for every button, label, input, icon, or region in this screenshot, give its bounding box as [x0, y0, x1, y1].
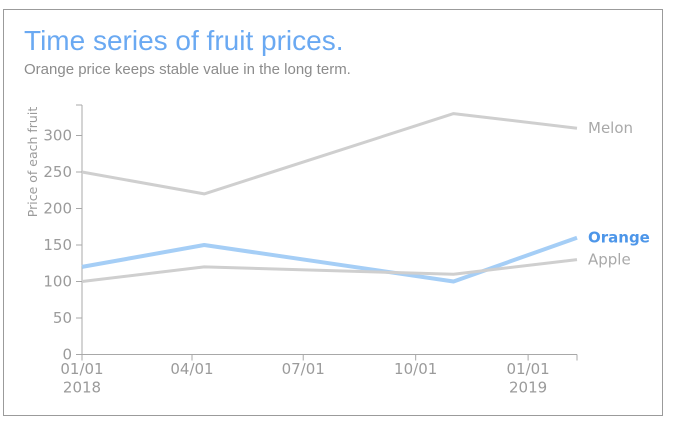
x-tick-label: 04/01 [170, 360, 213, 378]
y-tick-label: 150 [43, 236, 72, 254]
x-tick-sublabel: 2018 [63, 379, 101, 397]
y-tick-label: 200 [43, 200, 72, 218]
series-label-orange: Orange [588, 229, 650, 247]
y-tick-label: 250 [43, 163, 72, 181]
series-line-orange [81, 235, 578, 284]
series-line-apple [81, 258, 578, 283]
x-tick-label: 01/01 [60, 360, 103, 378]
y-tick-label: 100 [43, 273, 72, 291]
chart-title: Time series of fruit prices. [24, 25, 344, 56]
x-tick-label: 10/01 [394, 360, 437, 378]
series-label-melon: Melon [588, 119, 633, 137]
x-tick-label: 07/01 [282, 360, 325, 378]
series-label-apple: Apple [588, 251, 631, 269]
y-tick-label: 50 [53, 309, 72, 327]
chart-subtitle: Orange price keeps stable value in the l… [24, 61, 351, 78]
chart-card [3, 9, 663, 416]
y-tick-label: 300 [43, 127, 72, 145]
x-tick-label: 01/01 [506, 360, 549, 378]
y-axis-title: Price of each fruit [25, 107, 40, 218]
y-tick-label: 0 [62, 346, 72, 364]
x-tick-sublabel: 2019 [509, 379, 547, 397]
series-line-melon [81, 112, 578, 196]
